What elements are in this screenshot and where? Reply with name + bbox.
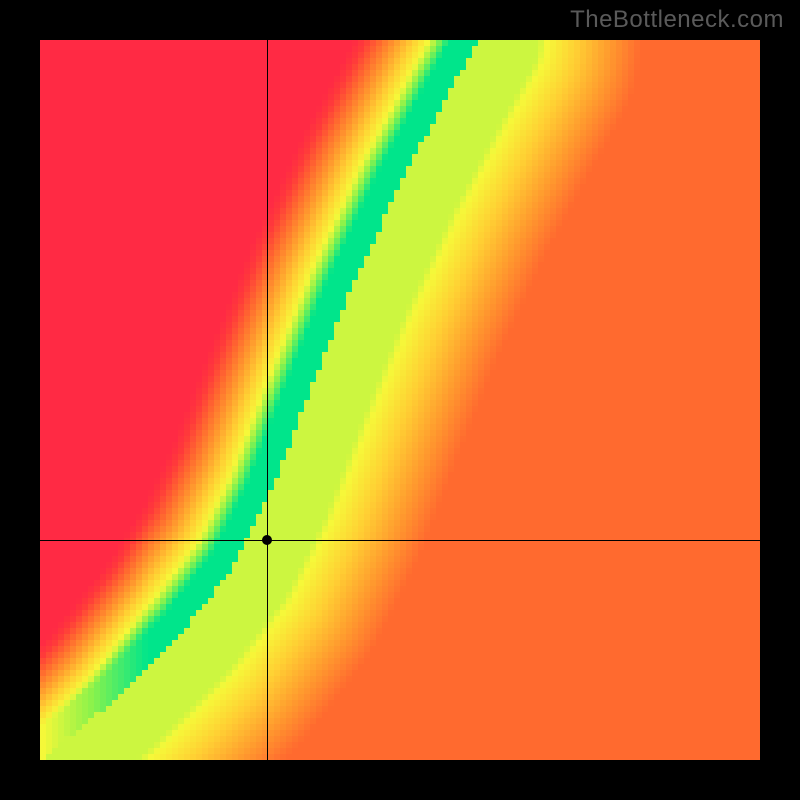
selection-marker xyxy=(262,535,272,545)
bottleneck-heatmap xyxy=(40,40,760,760)
plot-area xyxy=(40,40,760,760)
watermark-text: TheBottleneck.com xyxy=(570,6,784,34)
crosshair-vertical xyxy=(267,40,268,760)
crosshair-horizontal xyxy=(40,540,760,541)
